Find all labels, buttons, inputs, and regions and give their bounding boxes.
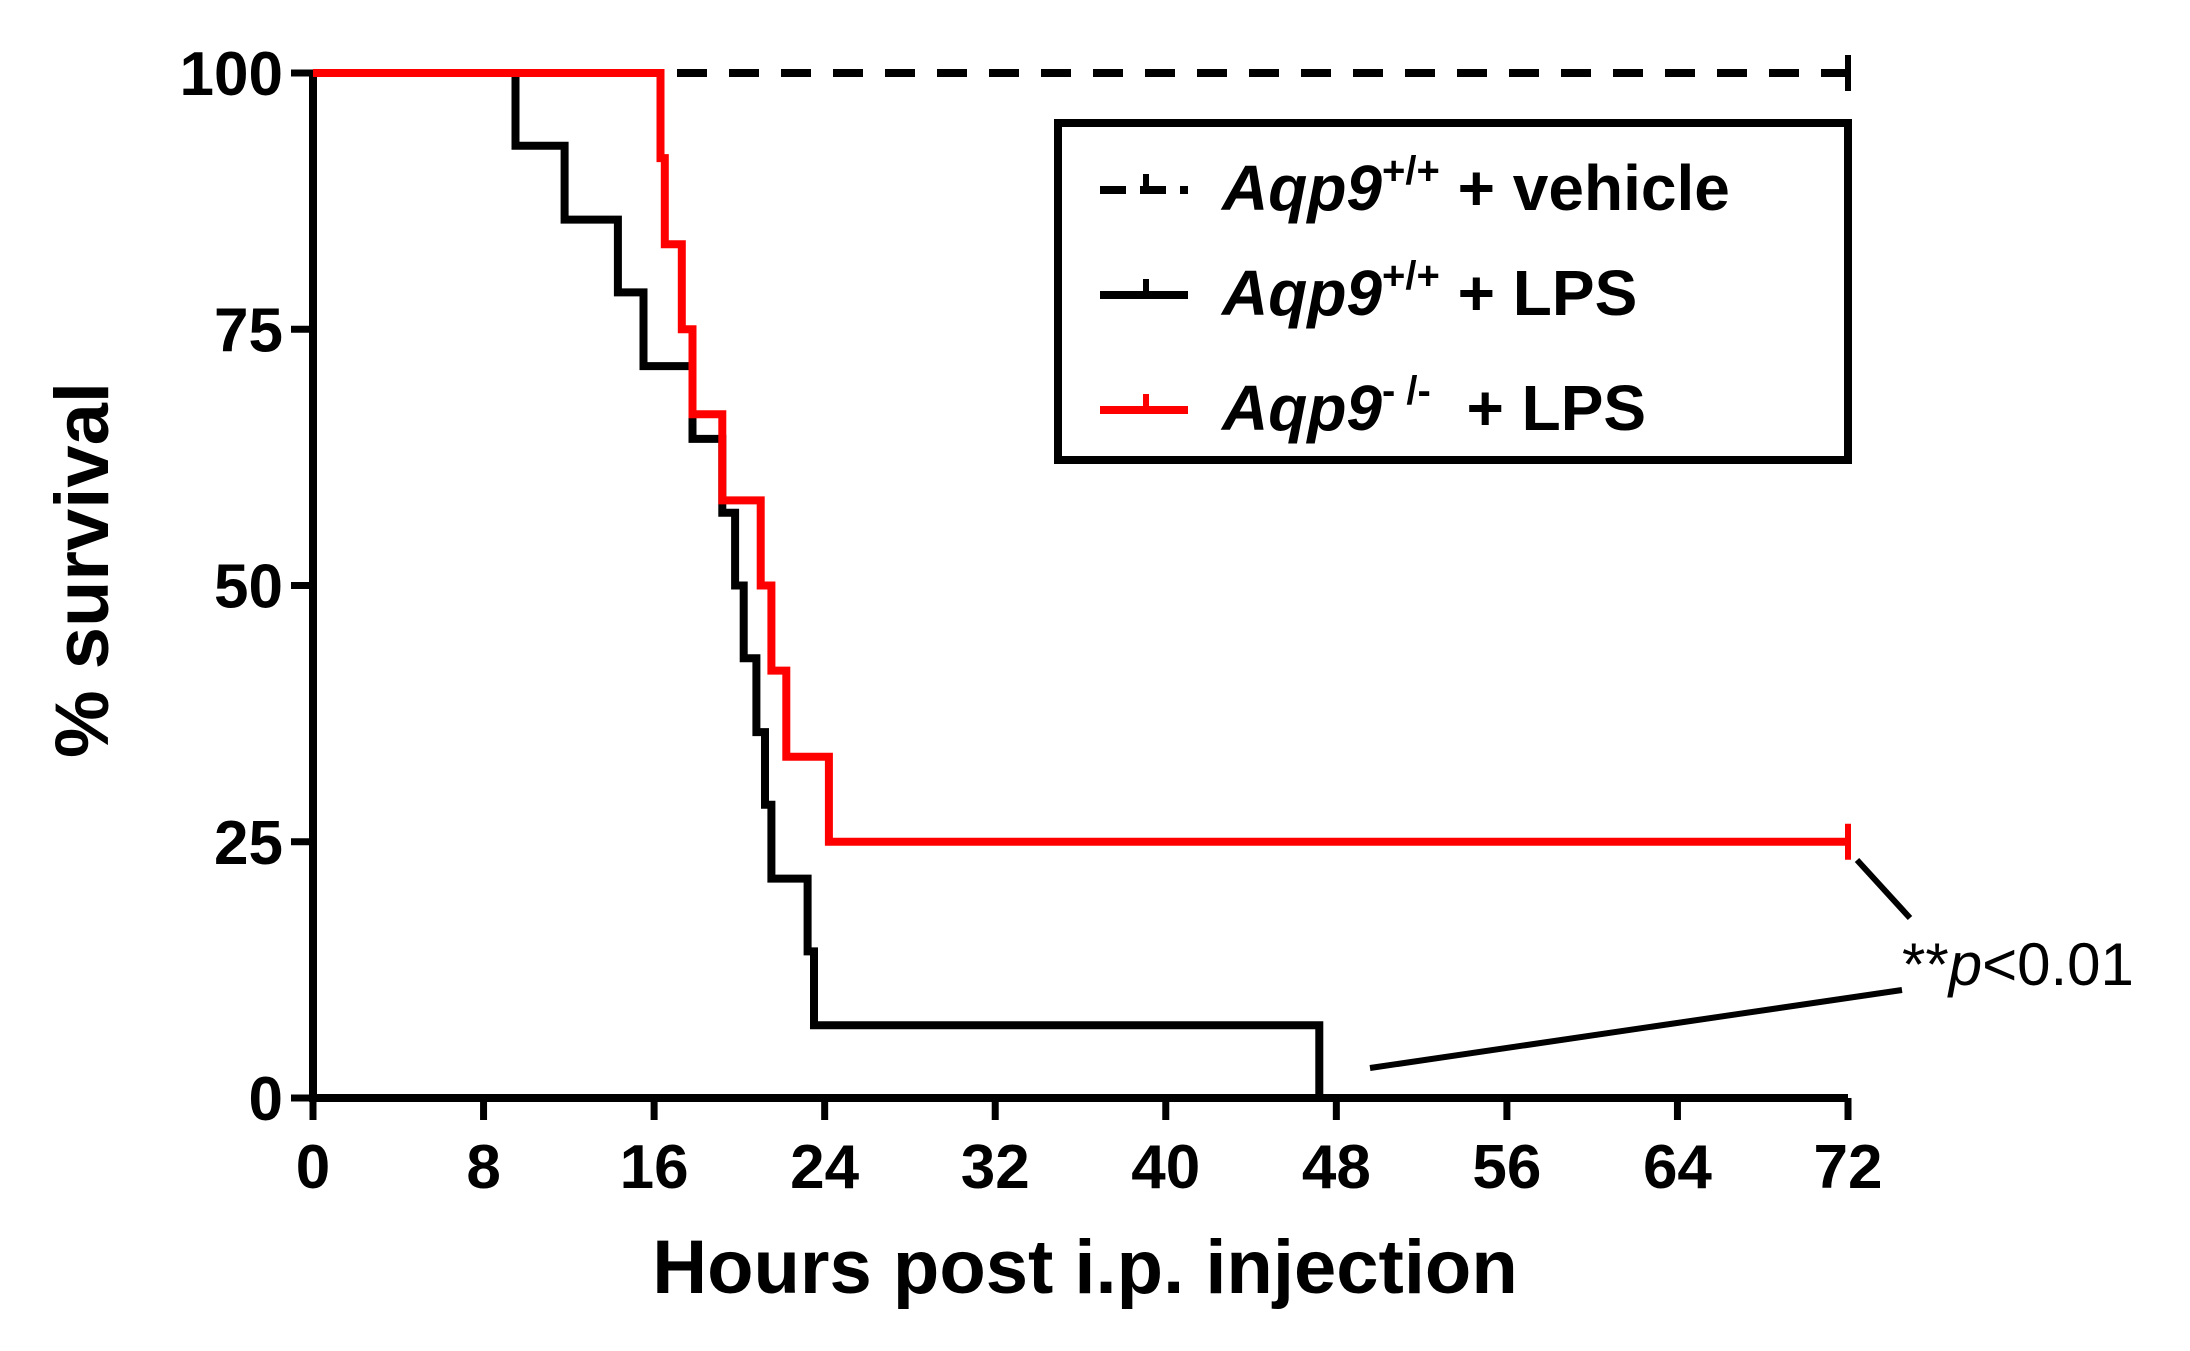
y-tick-label: 0 [249, 1065, 283, 1134]
annotation-pointer-red [1854, 857, 1913, 921]
x-tick-label: 72 [1814, 1133, 1883, 1202]
axes: 0 25 50 75 100 0 8 16 24 32 40 48 56 64 72 [180, 40, 1883, 1202]
legend-label-2: Aqp9- /- + LPS [1220, 369, 1646, 444]
legend-treatment: + vehicle [1440, 152, 1730, 224]
legend-genotype: +/+ [1382, 254, 1440, 298]
p-value-annotation: **p<0.01 [1369, 857, 2134, 1071]
x-tick-label: 40 [1131, 1133, 1200, 1202]
x-tick-label: 16 [620, 1133, 689, 1202]
series-line-1 [313, 69, 1324, 1098]
x-tick-label: 8 [466, 1133, 500, 1202]
y-tick-label: 25 [214, 809, 283, 878]
y-axis-title: % survival [40, 382, 125, 758]
p-symbol: p [1947, 931, 1982, 998]
significance-stars: ** [1902, 931, 1949, 998]
legend-gene-name: Aqp9 [1220, 257, 1382, 329]
p-threshold: <0.01 [1982, 931, 2134, 998]
legend-genotype: +/+ [1382, 149, 1440, 193]
legend-label-0: Aqp9+/+ + vehicle [1220, 149, 1730, 224]
x-tick-label: 56 [1472, 1133, 1541, 1202]
series-line-2 [313, 69, 1848, 846]
x-axis-title: Hours post i.p. injection [652, 1225, 1518, 1310]
legend-genotype: - /- [1382, 369, 1431, 413]
annotation-pointer-black [1369, 987, 1903, 1071]
legend-gene-name: Aqp9 [1220, 372, 1382, 444]
series-layer [313, 55, 1851, 1098]
x-tick-label: 48 [1302, 1133, 1371, 1202]
legend-treatment: + LPS [1431, 372, 1646, 444]
x-tick-label: 0 [296, 1133, 330, 1202]
legend-treatment: + LPS [1440, 257, 1637, 329]
legend-gene-name: Aqp9 [1220, 152, 1382, 224]
x-tick-label: 64 [1643, 1133, 1712, 1202]
y-tick-label: 50 [214, 553, 283, 622]
x-tick-label: 24 [790, 1133, 859, 1202]
legend-box [1054, 119, 1852, 464]
legend-label-1: Aqp9+/+ + LPS [1220, 254, 1637, 329]
y-tick-label: 100 [180, 40, 283, 109]
p-value-label: **p<0.01 [1902, 931, 2134, 998]
y-tick-label: 75 [214, 296, 283, 365]
x-tick-label: 32 [961, 1133, 1030, 1202]
